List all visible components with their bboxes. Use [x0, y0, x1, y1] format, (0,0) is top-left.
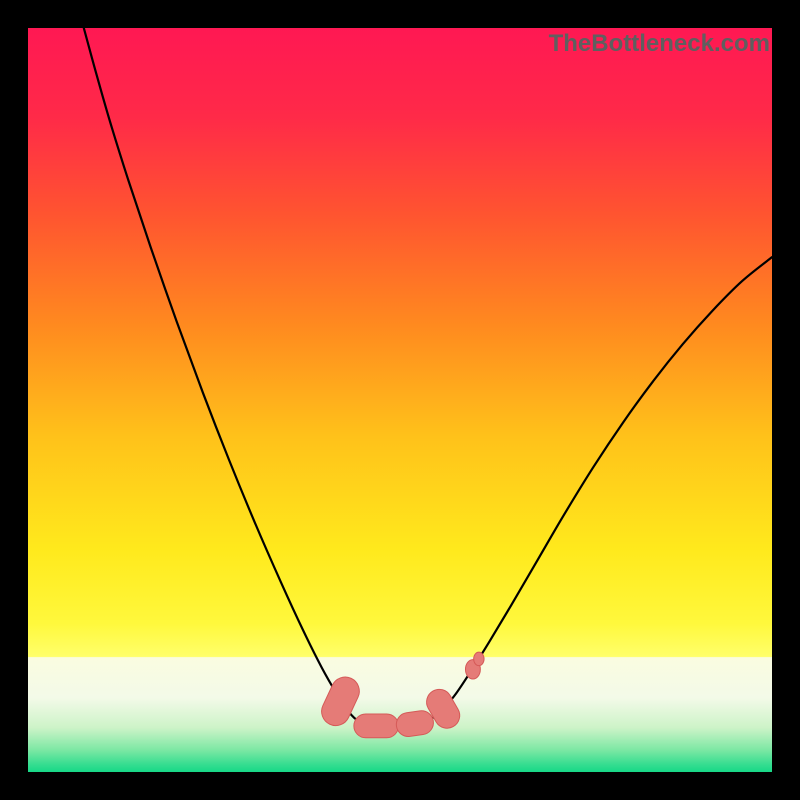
- marker-pill: [354, 714, 399, 738]
- frame-top: [0, 0, 800, 28]
- chart-area: [28, 28, 772, 772]
- frame-bottom: [0, 772, 800, 800]
- frame-right: [772, 0, 800, 800]
- marker-dot: [474, 652, 484, 666]
- watermark: TheBottleneck.com: [549, 30, 770, 58]
- bottleneck-curve: [84, 28, 772, 722]
- curve-layer: [28, 28, 772, 772]
- frame-left: [0, 0, 28, 800]
- marker-pill: [395, 709, 435, 738]
